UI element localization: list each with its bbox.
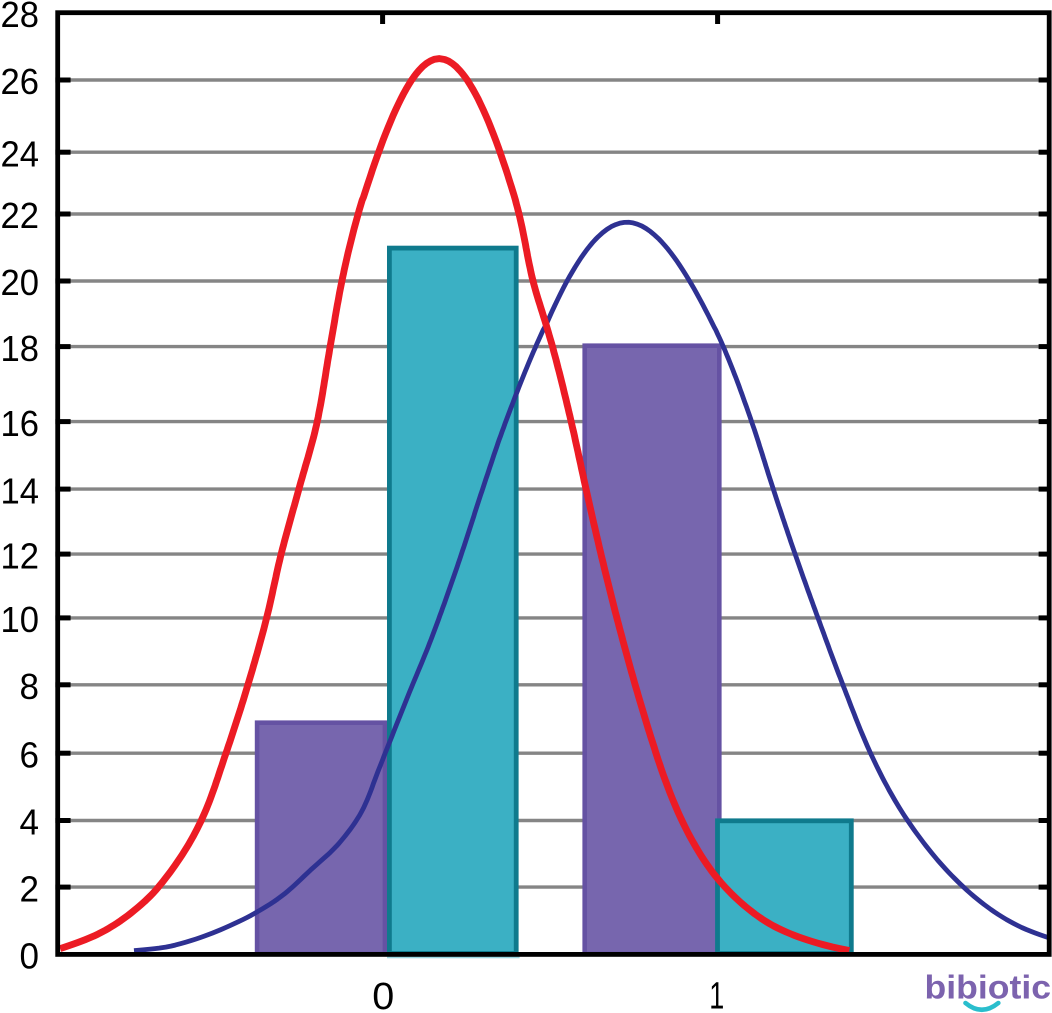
- svg-text:28: 28: [1, 0, 40, 35]
- svg-text:20: 20: [1, 262, 40, 303]
- svg-text:26: 26: [1, 61, 40, 102]
- svg-text:0: 0: [372, 975, 394, 1013]
- svg-text:22: 22: [1, 195, 40, 236]
- svg-text:6: 6: [20, 734, 40, 775]
- svg-text:8: 8: [20, 666, 40, 707]
- svg-text:18: 18: [1, 328, 40, 369]
- svg-text:10: 10: [1, 599, 40, 640]
- svg-text:24: 24: [1, 133, 40, 174]
- svg-text:0: 0: [20, 936, 40, 977]
- svg-text:2: 2: [20, 868, 40, 909]
- svg-text:1: 1: [709, 974, 724, 1013]
- svg-text:14: 14: [1, 470, 40, 511]
- svg-text:bibiotic: bibiotic: [925, 969, 1052, 1006]
- svg-text:12: 12: [1, 535, 40, 576]
- svg-text:16: 16: [1, 403, 40, 444]
- svg-text:4: 4: [20, 802, 40, 843]
